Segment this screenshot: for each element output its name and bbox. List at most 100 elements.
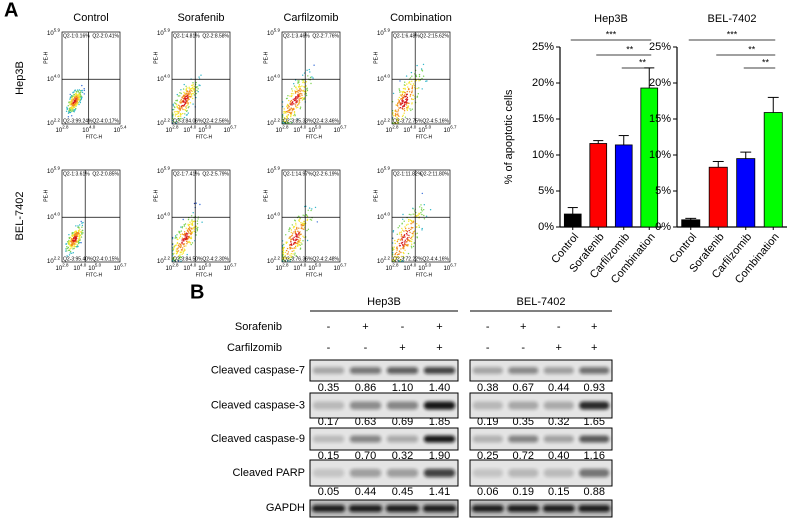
tick-exponent: 5.9 — [384, 166, 391, 171]
event-dot — [299, 86, 301, 88]
treatment-sign: - — [364, 342, 368, 354]
event-dot — [283, 108, 285, 110]
event-dot — [177, 111, 179, 113]
event-dot — [77, 239, 80, 242]
y-tick-label: 15% — [532, 113, 554, 125]
blot-band — [349, 401, 382, 410]
event-dot — [196, 230, 198, 232]
event-dot — [74, 245, 76, 248]
event-dot — [197, 218, 199, 220]
event-dot — [186, 243, 188, 245]
event-dot — [70, 110, 73, 112]
event-dot — [305, 93, 307, 95]
tick-exponent: 2.8 — [392, 125, 399, 130]
event-dot — [300, 222, 302, 224]
event-dot — [404, 116, 407, 118]
event-dot — [307, 75, 309, 77]
event-dot — [179, 120, 181, 122]
event-dot — [73, 103, 76, 106]
event-dot — [397, 109, 400, 111]
event-dot — [178, 104, 180, 107]
event-dot — [410, 226, 413, 229]
event-dot — [75, 232, 78, 234]
quadrant-label: Q2-3:95.40% — [63, 256, 93, 262]
event-dot — [398, 233, 401, 235]
event-dot — [401, 101, 403, 103]
event-dot — [77, 91, 79, 93]
tick-base: 10 — [377, 169, 384, 175]
event-dot — [193, 228, 195, 230]
event-dot — [402, 96, 404, 98]
event-dot — [301, 243, 303, 245]
event-dot — [184, 109, 187, 112]
axis-label: PE-H — [373, 51, 379, 63]
event-dot — [306, 214, 308, 217]
event-dot — [80, 90, 83, 92]
event-dot — [177, 238, 179, 241]
event-dot — [83, 88, 85, 90]
axis-tick-label: 105.0 — [418, 125, 431, 134]
event-dot — [406, 93, 408, 96]
tick-exponent: 6.7 — [450, 125, 457, 130]
event-dot — [302, 81, 304, 84]
tick-base: 10 — [276, 266, 283, 272]
event-dot — [192, 83, 194, 86]
tick-base: 10 — [47, 169, 54, 175]
event-dot — [285, 241, 287, 243]
event-dot — [286, 247, 289, 250]
event-dot — [407, 107, 409, 109]
event-dot — [410, 236, 413, 238]
axis-tick-label: 104.0 — [293, 125, 306, 134]
tick-base: 10 — [157, 121, 164, 127]
event-dot — [399, 107, 402, 109]
density-cloud — [171, 74, 202, 124]
event-dot — [176, 251, 179, 254]
event-dot — [395, 109, 397, 111]
event-dot — [400, 91, 402, 93]
event-dot — [405, 95, 407, 97]
blot-band — [312, 367, 345, 374]
event-dot — [396, 118, 398, 120]
tick-exponent: 5.0 — [205, 263, 212, 268]
tick-exponent: 2.2 — [274, 256, 281, 261]
event-dot — [294, 252, 296, 254]
event-dot — [398, 253, 400, 255]
event-dot — [190, 237, 193, 240]
event-dot — [417, 214, 419, 216]
axis-tick-label: 106.7 — [224, 125, 237, 134]
event-dot — [416, 237, 418, 239]
event-dot — [182, 104, 184, 107]
tick-base: 10 — [166, 128, 173, 134]
event-dot — [201, 221, 203, 223]
event-dot — [297, 118, 299, 120]
event-dot — [291, 95, 293, 97]
event-dot — [283, 110, 285, 113]
event-dot — [415, 75, 418, 78]
event-dot — [408, 91, 411, 93]
tick-base: 10 — [276, 128, 283, 134]
event-dot — [418, 75, 421, 78]
band-quantification: 1.41 — [429, 486, 450, 498]
event-dot — [398, 115, 400, 118]
event-dot — [183, 92, 186, 95]
event-dot — [305, 94, 308, 97]
event-dot — [410, 223, 412, 225]
tick-base: 10 — [224, 266, 231, 272]
event-dot — [77, 97, 79, 100]
event-dot — [283, 257, 285, 259]
event-dot — [68, 236, 71, 239]
bar — [681, 219, 701, 228]
quadrant-label: Q2-1:14.97% — [283, 171, 313, 177]
event-dot — [186, 235, 188, 237]
event-dot — [299, 239, 301, 242]
event-dot — [289, 95, 291, 97]
event-dot — [394, 113, 397, 115]
quadrant-label: Q2-2:0.85% — [92, 171, 119, 177]
event-dot — [297, 240, 299, 243]
event-dot — [66, 106, 68, 109]
event-dot — [191, 224, 194, 226]
plot-frame — [61, 169, 121, 263]
event-dot — [298, 89, 300, 92]
event-dot — [405, 232, 408, 235]
treatment-sign: - — [327, 321, 331, 333]
